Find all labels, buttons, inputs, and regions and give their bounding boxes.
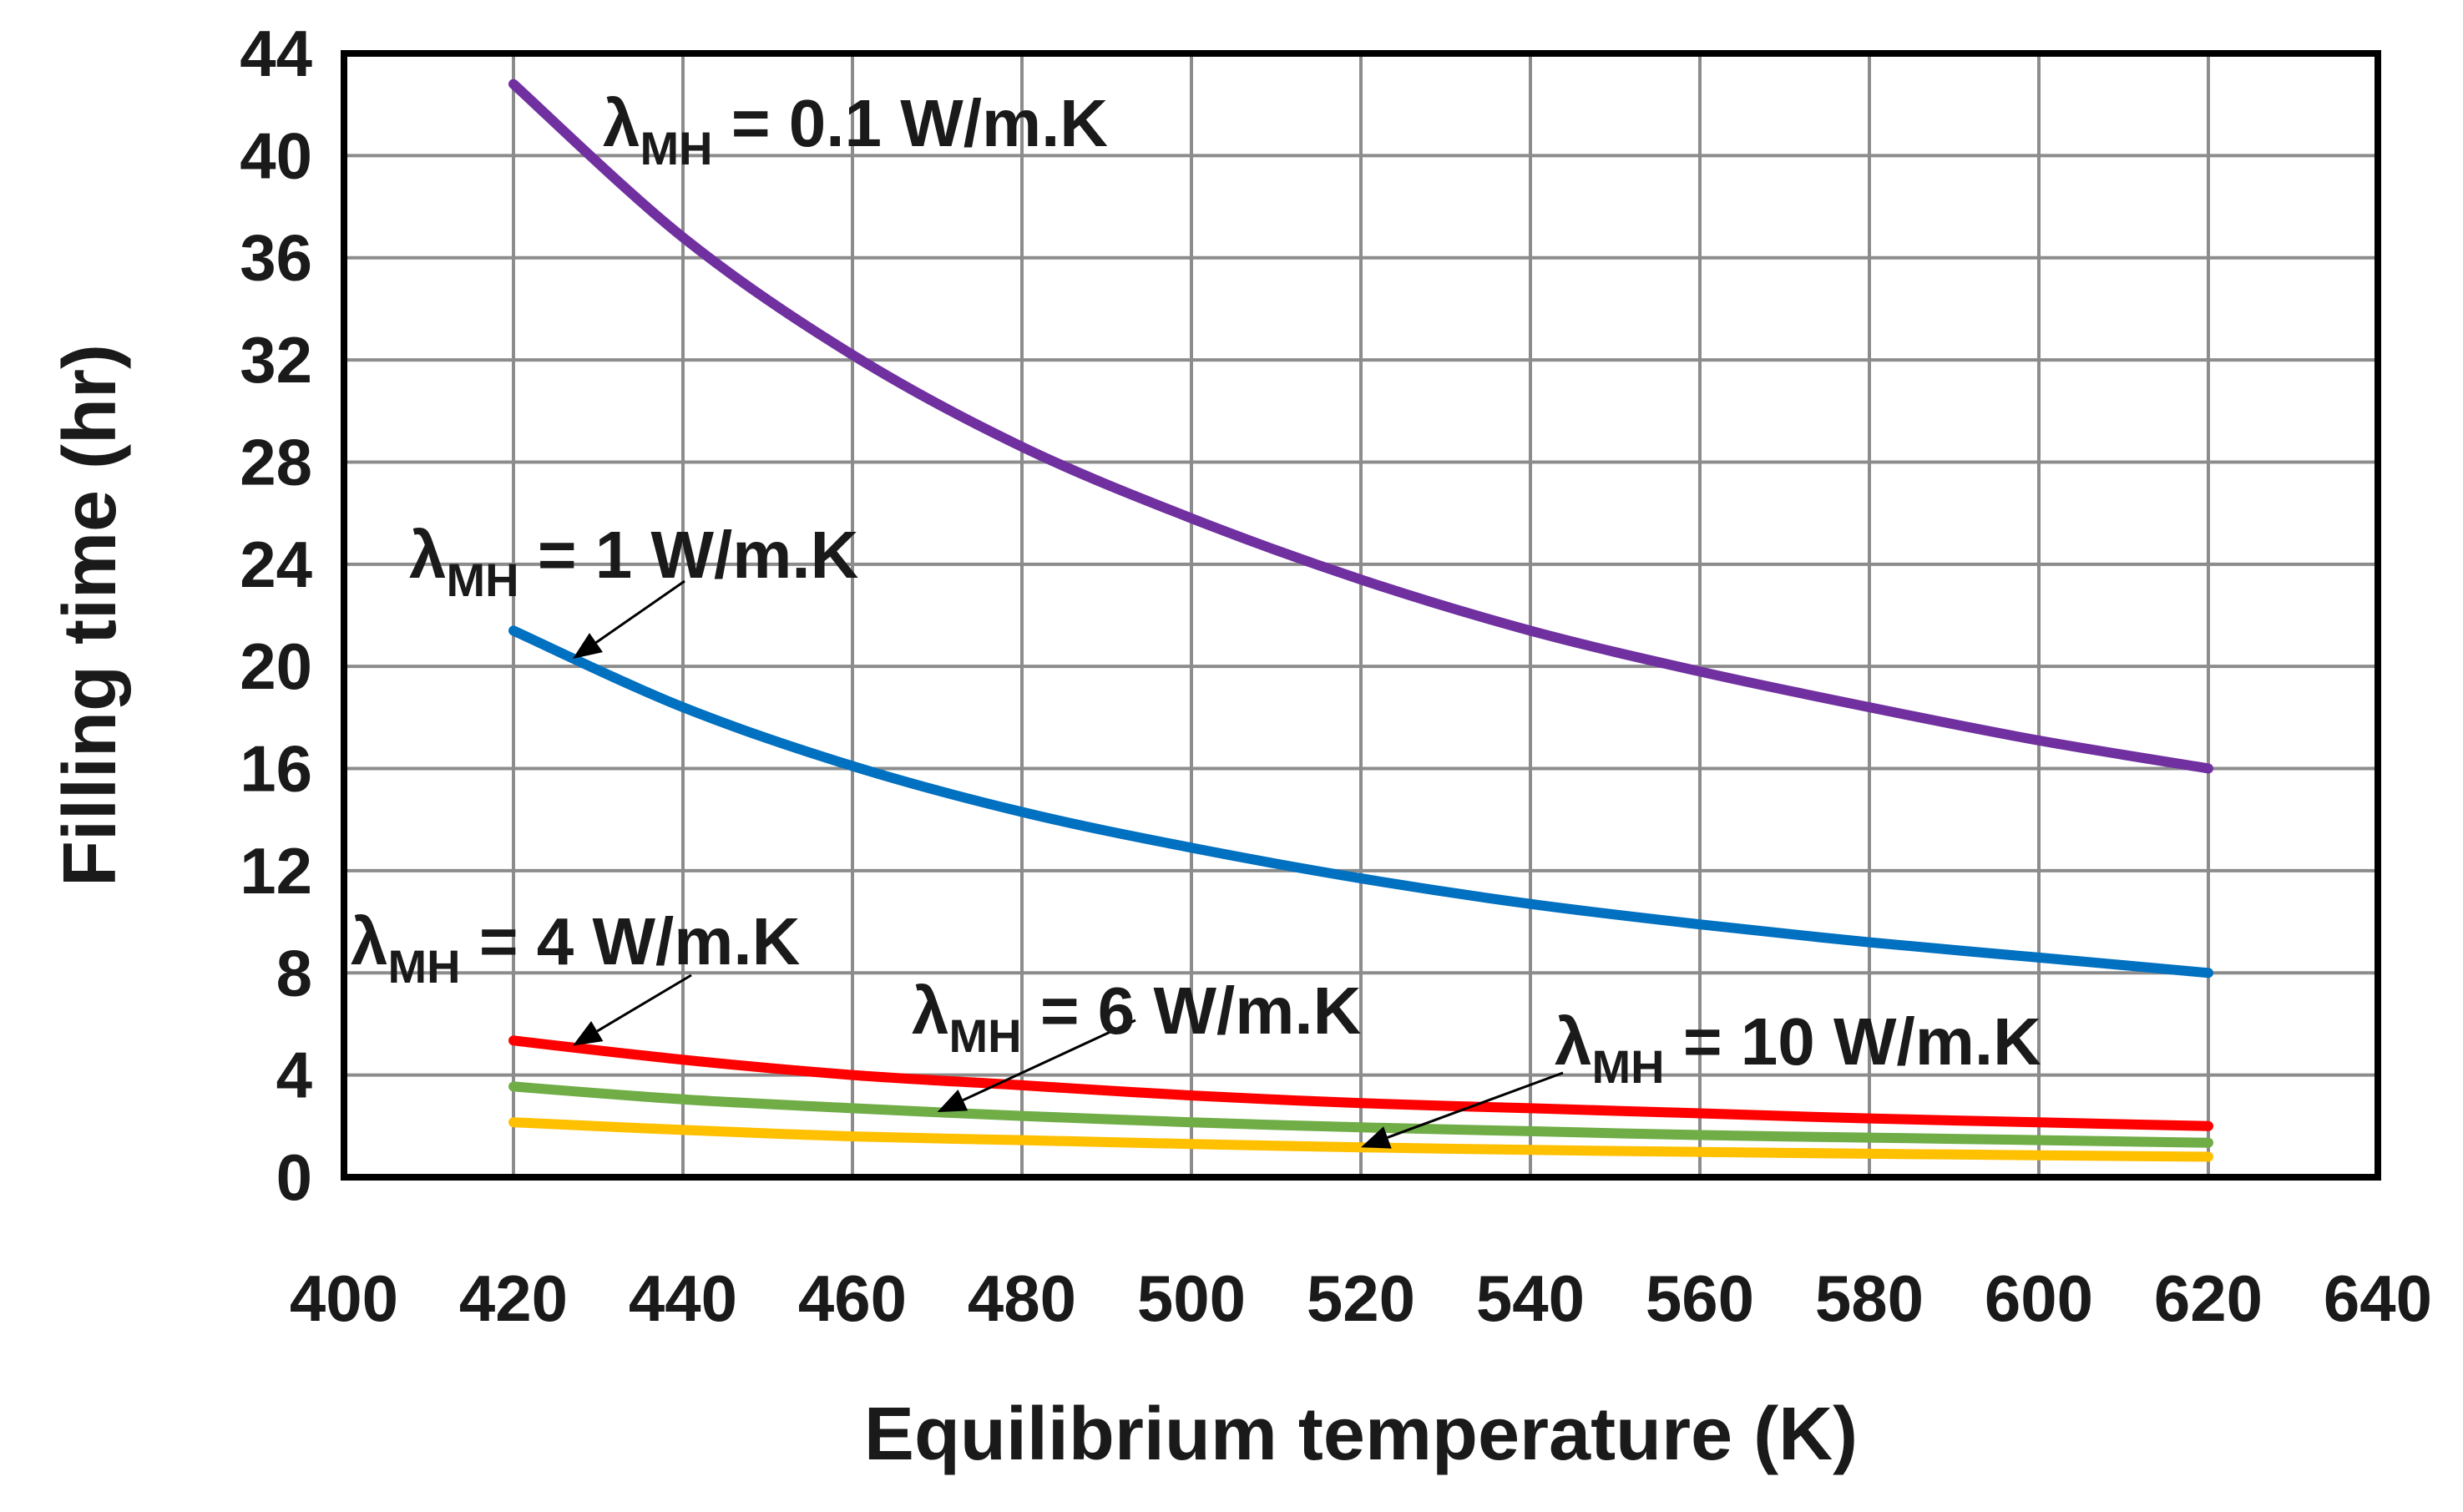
annotation-arrow-head [937, 1090, 969, 1112]
x-tick-labels: 400 420 440 460 480 500 520 540 560 580 600 620 640 [290, 1262, 2432, 1335]
annotation-arrow-head [573, 633, 603, 659]
y-tick-label: 4 [276, 1039, 312, 1112]
annotation-arrow-line [596, 973, 692, 1033]
x-tick-label: 640 [2324, 1262, 2432, 1335]
x-tick-label: 400 [290, 1262, 398, 1335]
annotation-arrow-line [962, 1019, 1136, 1102]
x-tick-label: 560 [1646, 1262, 1754, 1335]
annotation-arrow-head [573, 1021, 604, 1046]
y-tick-labels: 0 4 8 12 16 20 24 28 32 36 40 44 [240, 17, 312, 1214]
y-tick-label: 24 [240, 528, 312, 601]
y-tick-label: 16 [240, 732, 312, 806]
series-annotation-label: λMH = 4 W/m.K [351, 904, 801, 993]
y-tick-label: 12 [240, 834, 312, 908]
annotation-arrow-line [1387, 1071, 1564, 1139]
series-annotations: λMH = 0.1 W/m.K λMH = 1 W/m.K λMH = 4 W/m.… [351, 86, 2041, 1149]
series-annotation-label: λMH = 10 W/m.K [1555, 1004, 2041, 1093]
x-tick-label: 460 [798, 1262, 907, 1335]
y-tick-label: 20 [240, 630, 312, 703]
plot-frame [341, 50, 2381, 1181]
y-axis-title: Filling time (hr) [48, 344, 132, 887]
y-tick-label: 0 [276, 1140, 312, 1214]
series-line-1 [508, 625, 2213, 979]
x-axis-title: Equilibrium temperature (K) [864, 1393, 1858, 1476]
series-annotation-label: λMH = 0.1 W/m.K [603, 86, 1108, 174]
annotation-arrow-head [1361, 1126, 1392, 1149]
series-line-2 [508, 1035, 2213, 1131]
x-tick-label: 580 [1815, 1262, 1924, 1335]
x-tick-label: 520 [1307, 1262, 1415, 1335]
annotation-arrow-line [595, 579, 685, 644]
y-tick-label: 28 [240, 425, 312, 498]
x-tick-label: 540 [1476, 1262, 1585, 1335]
series-line-3 [508, 1081, 2213, 1148]
x-tick-label: 440 [629, 1262, 737, 1335]
x-tick-label: 600 [1985, 1262, 2093, 1335]
x-tick-label: 480 [968, 1262, 1076, 1335]
x-tick-label: 500 [1137, 1262, 1246, 1335]
x-tick-label: 620 [2154, 1262, 2263, 1335]
y-tick-label: 36 [240, 221, 312, 295]
series-annotation-label: λMH = 6 W/m.K [912, 973, 1362, 1062]
series-line-0 [508, 78, 2213, 774]
series-annotation-label: λMH = 1 W/m.K [409, 518, 859, 606]
y-tick-label: 8 [276, 936, 312, 1009]
y-tick-label: 32 [240, 323, 312, 397]
y-tick-label: 44 [240, 17, 312, 90]
y-tick-label: 40 [240, 119, 312, 192]
x-tick-label: 420 [459, 1262, 568, 1335]
